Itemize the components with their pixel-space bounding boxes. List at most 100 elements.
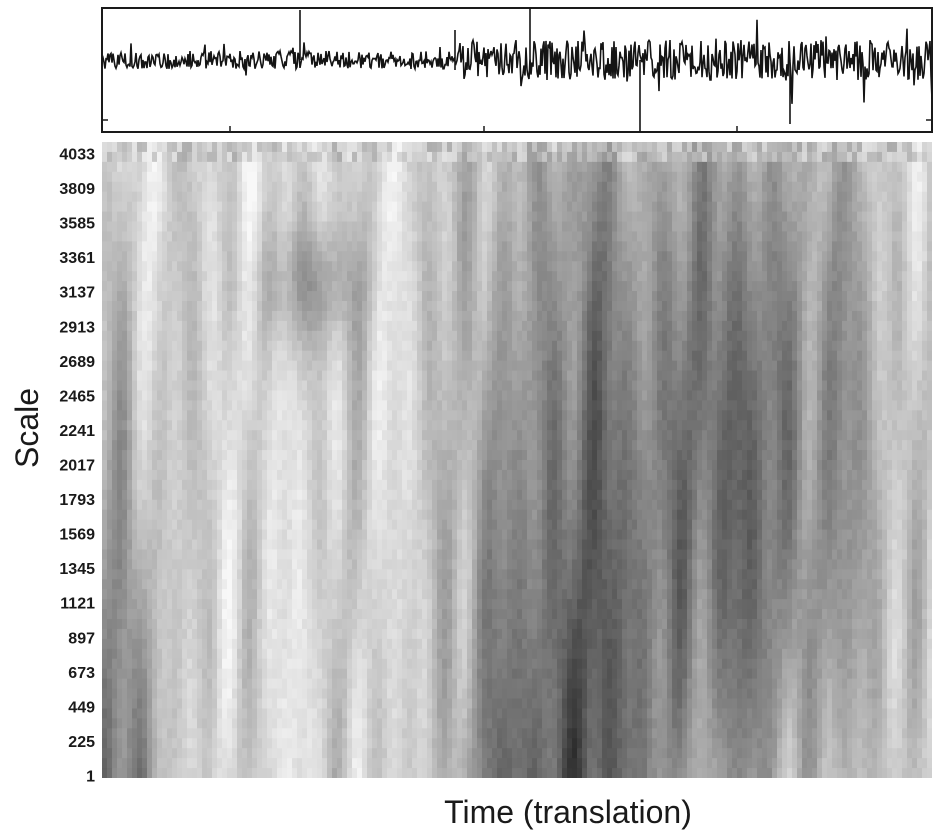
scalogram-cell xyxy=(182,261,188,272)
scalogram-cell xyxy=(772,251,778,262)
scalogram-cell xyxy=(477,320,483,332)
scalogram-cell xyxy=(602,340,608,352)
scalogram-cell xyxy=(512,410,518,421)
scalogram-cell xyxy=(102,360,108,372)
scalogram-cell xyxy=(302,390,308,401)
scalogram-cell xyxy=(637,430,643,441)
scalogram-cell xyxy=(757,350,763,362)
scalogram-cell xyxy=(147,142,153,153)
scalogram-cell xyxy=(657,221,663,233)
scalogram-cell xyxy=(152,201,158,213)
scalogram-cell xyxy=(432,211,438,223)
scalogram-cell xyxy=(327,142,333,153)
scalogram-cell xyxy=(632,161,638,173)
scalogram-cell xyxy=(772,301,778,312)
scalogram-cell xyxy=(162,420,168,431)
scalogram-cell xyxy=(527,161,533,173)
scalogram-cell xyxy=(357,261,363,272)
scalogram-cell xyxy=(692,211,698,223)
scalogram-cell xyxy=(482,241,488,252)
scalogram-cell xyxy=(107,390,113,401)
scalogram-cell xyxy=(637,261,643,272)
scalogram-cell xyxy=(457,370,463,382)
scalogram-cell xyxy=(172,211,178,223)
scalogram-cell xyxy=(662,151,668,163)
scalogram-cell xyxy=(442,151,448,163)
scalogram-cell xyxy=(447,281,453,292)
scalogram-cell xyxy=(512,390,518,401)
scalogram-cell xyxy=(477,291,483,302)
scalogram-cell xyxy=(267,142,273,153)
scalogram-cell xyxy=(492,211,498,223)
scalogram-cell xyxy=(262,161,268,173)
scalogram-cell xyxy=(112,430,118,441)
scalogram-cell xyxy=(837,420,843,431)
scalogram-cell xyxy=(547,221,553,233)
scalogram-cell xyxy=(112,301,118,312)
scalogram-cell xyxy=(772,171,778,183)
scalogram-cell xyxy=(567,360,573,372)
scalogram-cell xyxy=(217,191,223,203)
scalogram-cell xyxy=(882,271,888,282)
scalogram-cell xyxy=(567,320,573,332)
scalogram-cell xyxy=(672,241,678,252)
scalogram-cell xyxy=(422,171,428,183)
scalogram-cell xyxy=(617,301,623,312)
scalogram-cell xyxy=(702,211,708,223)
scalogram-cell xyxy=(722,330,728,342)
scalogram-cell xyxy=(682,400,688,411)
scalogram-cell xyxy=(877,271,883,282)
scalogram-cell xyxy=(552,161,558,173)
scalogram-cell xyxy=(747,211,753,223)
scalogram-cell xyxy=(592,241,598,252)
scalogram-cell xyxy=(252,380,258,392)
scalogram-cell xyxy=(382,430,388,441)
scalogram-cell xyxy=(177,350,183,362)
scalogram-cell xyxy=(542,281,548,292)
scalogram-cell xyxy=(307,151,313,163)
scalogram-cell xyxy=(907,330,913,342)
scalogram-cell xyxy=(342,330,348,342)
scalogram-cell xyxy=(612,201,618,213)
scalogram-cell xyxy=(752,310,758,322)
scalogram-panel: 4033380935853361313729132689246522412017… xyxy=(59,142,932,786)
scalogram-cell xyxy=(782,221,788,233)
scalogram-cell xyxy=(892,161,898,173)
scalogram-cell xyxy=(567,420,573,431)
scalogram-cell xyxy=(227,241,233,252)
scalogram-cell xyxy=(262,291,268,302)
scalogram-cell xyxy=(557,410,563,421)
scalogram-cell xyxy=(667,410,673,421)
scalogram-cell xyxy=(892,430,898,441)
scalogram-cell xyxy=(327,350,333,362)
scalogram-cell xyxy=(912,430,918,441)
scalogram-cell xyxy=(792,261,798,272)
scalogram-cell xyxy=(367,330,373,342)
scalogram-cell xyxy=(567,281,573,292)
scalogram-cell xyxy=(332,211,338,223)
scalogram-cell xyxy=(722,360,728,372)
scalogram-cell xyxy=(792,281,798,292)
scalogram-cell xyxy=(272,191,278,203)
scalogram-cell xyxy=(107,420,113,431)
scalogram-cell xyxy=(407,231,413,242)
scalogram-cell xyxy=(397,171,403,183)
scalogram-cell xyxy=(322,281,328,292)
scalogram-cell xyxy=(292,171,298,183)
scalogram-cell xyxy=(172,142,178,153)
scalogram-cell xyxy=(137,161,143,173)
scalogram-cell xyxy=(812,241,818,252)
scalogram-cell xyxy=(562,221,568,233)
scalogram-cell xyxy=(812,370,818,382)
scalogram-cell xyxy=(422,221,428,233)
scalogram-cell xyxy=(832,151,838,163)
scalogram-cell xyxy=(417,201,423,213)
scalogram-cell xyxy=(822,350,828,362)
scalogram-cell xyxy=(107,201,113,213)
scalogram-cell xyxy=(327,320,333,332)
scalogram-cell xyxy=(117,340,123,352)
scalogram-cell xyxy=(417,151,423,163)
scalogram-cell xyxy=(272,360,278,372)
scalogram-cell xyxy=(517,291,523,302)
scalogram-cell xyxy=(587,330,593,342)
